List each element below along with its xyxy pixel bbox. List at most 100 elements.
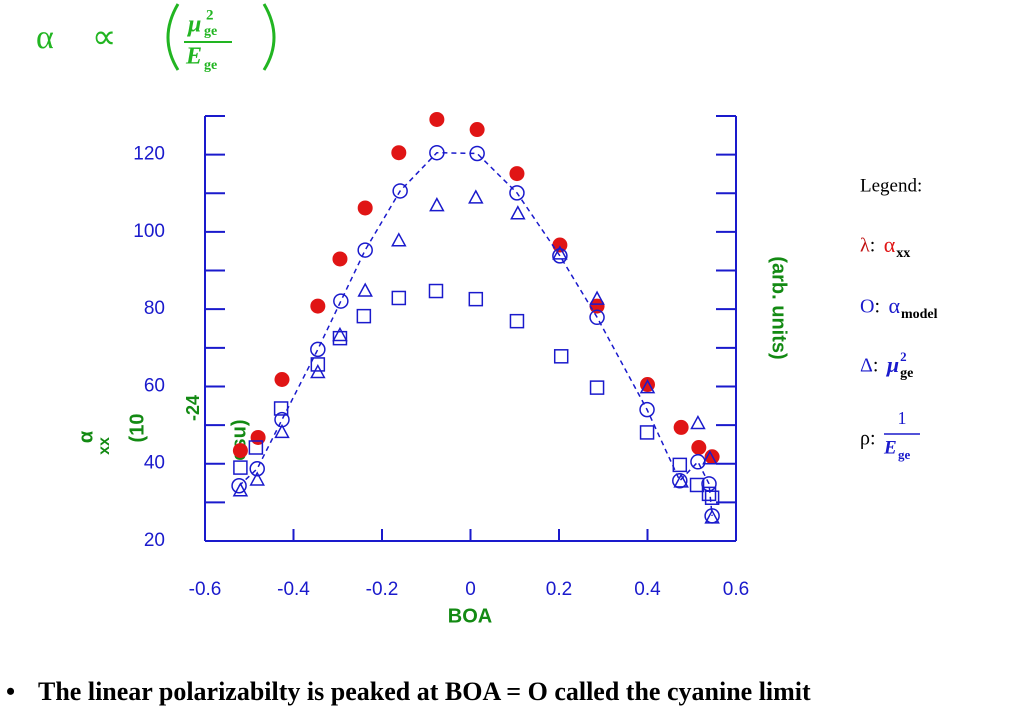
point xyxy=(639,425,655,440)
point xyxy=(249,471,265,486)
point xyxy=(332,330,348,346)
legend-name: μ xyxy=(886,352,899,377)
legend-title: Legend: xyxy=(860,175,922,196)
title-symbol: α xyxy=(36,19,54,56)
point xyxy=(273,401,289,416)
legend-key: Δ xyxy=(860,355,873,377)
legend-colon: : xyxy=(870,428,876,450)
y-tick-label: 20 xyxy=(144,530,165,551)
x-tick-label: -0.2 xyxy=(366,579,399,600)
point xyxy=(391,145,407,161)
point xyxy=(429,144,445,161)
y-label-symbol: α xyxy=(75,430,97,443)
title-numerator-sup: 2 xyxy=(206,7,214,23)
point xyxy=(310,357,326,372)
point xyxy=(391,232,407,247)
legend-colon: : xyxy=(870,235,876,257)
point xyxy=(552,245,568,260)
y-label-sub: xx xyxy=(96,437,113,455)
x-tick-label: 0.4 xyxy=(634,579,661,600)
point xyxy=(553,349,569,364)
x-tick-label: -0.4 xyxy=(277,579,310,600)
point xyxy=(704,490,720,505)
legend-sub: ge xyxy=(898,447,911,462)
y-label-open: (10 xyxy=(126,414,148,443)
y-tick-label: 100 xyxy=(133,221,165,242)
point xyxy=(509,313,525,329)
point xyxy=(333,293,349,309)
legend-key: ρ xyxy=(860,428,870,450)
legend-entry: λ: α xx xyxy=(860,232,910,261)
point xyxy=(589,298,605,314)
point xyxy=(428,283,444,299)
point xyxy=(310,298,326,314)
point xyxy=(392,183,408,199)
paren-left xyxy=(166,3,180,71)
point xyxy=(691,440,707,455)
point xyxy=(310,341,326,358)
y-tick-label: 40 xyxy=(144,453,165,474)
legend-name: E xyxy=(883,437,897,458)
point xyxy=(232,482,249,497)
point xyxy=(391,290,407,306)
title-denominator-sub: ge xyxy=(204,58,217,73)
point xyxy=(673,419,689,435)
point xyxy=(233,460,248,475)
point xyxy=(689,477,705,493)
point xyxy=(357,242,373,258)
y-label-sup: -24 xyxy=(183,395,203,421)
legend-sub: model xyxy=(901,307,938,322)
footer-text: The linear polarizabilty is peaked at BO… xyxy=(38,677,811,706)
paren-right xyxy=(262,3,276,71)
legend-frac-num: 1 xyxy=(897,408,906,428)
y2-axis-label: (arb. units) xyxy=(768,256,790,359)
point xyxy=(509,166,525,182)
point xyxy=(672,472,688,489)
y-tick-label: 80 xyxy=(144,298,165,319)
y-tick-label: 120 xyxy=(133,144,165,165)
point xyxy=(332,251,348,267)
legend-colon: : xyxy=(873,355,879,377)
point xyxy=(429,111,445,127)
point xyxy=(468,189,484,204)
point xyxy=(672,457,688,473)
point xyxy=(357,200,373,216)
point xyxy=(704,509,720,524)
point xyxy=(589,380,605,395)
point xyxy=(274,423,290,439)
point xyxy=(356,308,372,324)
point xyxy=(589,309,605,326)
point xyxy=(552,248,568,264)
legend-key: λ xyxy=(860,235,870,257)
title-relation: ∝ xyxy=(92,19,116,56)
legend-name: α xyxy=(888,293,900,318)
point xyxy=(673,473,689,488)
x-tick-label: 0 xyxy=(465,579,476,600)
x-tick-label: -0.6 xyxy=(189,579,222,600)
point xyxy=(639,401,655,418)
legend-sub: ge xyxy=(900,366,913,381)
point xyxy=(701,486,717,502)
point xyxy=(509,185,525,201)
x-tick-label: 0.2 xyxy=(546,579,572,600)
legend-key: O xyxy=(860,296,874,318)
x-tick-label: 0.6 xyxy=(723,579,749,600)
point xyxy=(589,290,605,305)
point xyxy=(429,197,445,212)
point xyxy=(274,372,290,387)
point xyxy=(249,461,265,477)
point xyxy=(690,414,706,430)
title-numerator: μ xyxy=(186,12,201,38)
point xyxy=(468,291,484,307)
bullet: • xyxy=(6,677,15,706)
legend-sub: xx xyxy=(896,246,910,261)
point xyxy=(510,205,526,220)
point xyxy=(248,440,264,455)
point xyxy=(250,429,266,445)
title-denominator: E xyxy=(185,44,202,70)
point xyxy=(231,478,247,494)
point xyxy=(469,122,485,138)
point xyxy=(232,443,248,459)
